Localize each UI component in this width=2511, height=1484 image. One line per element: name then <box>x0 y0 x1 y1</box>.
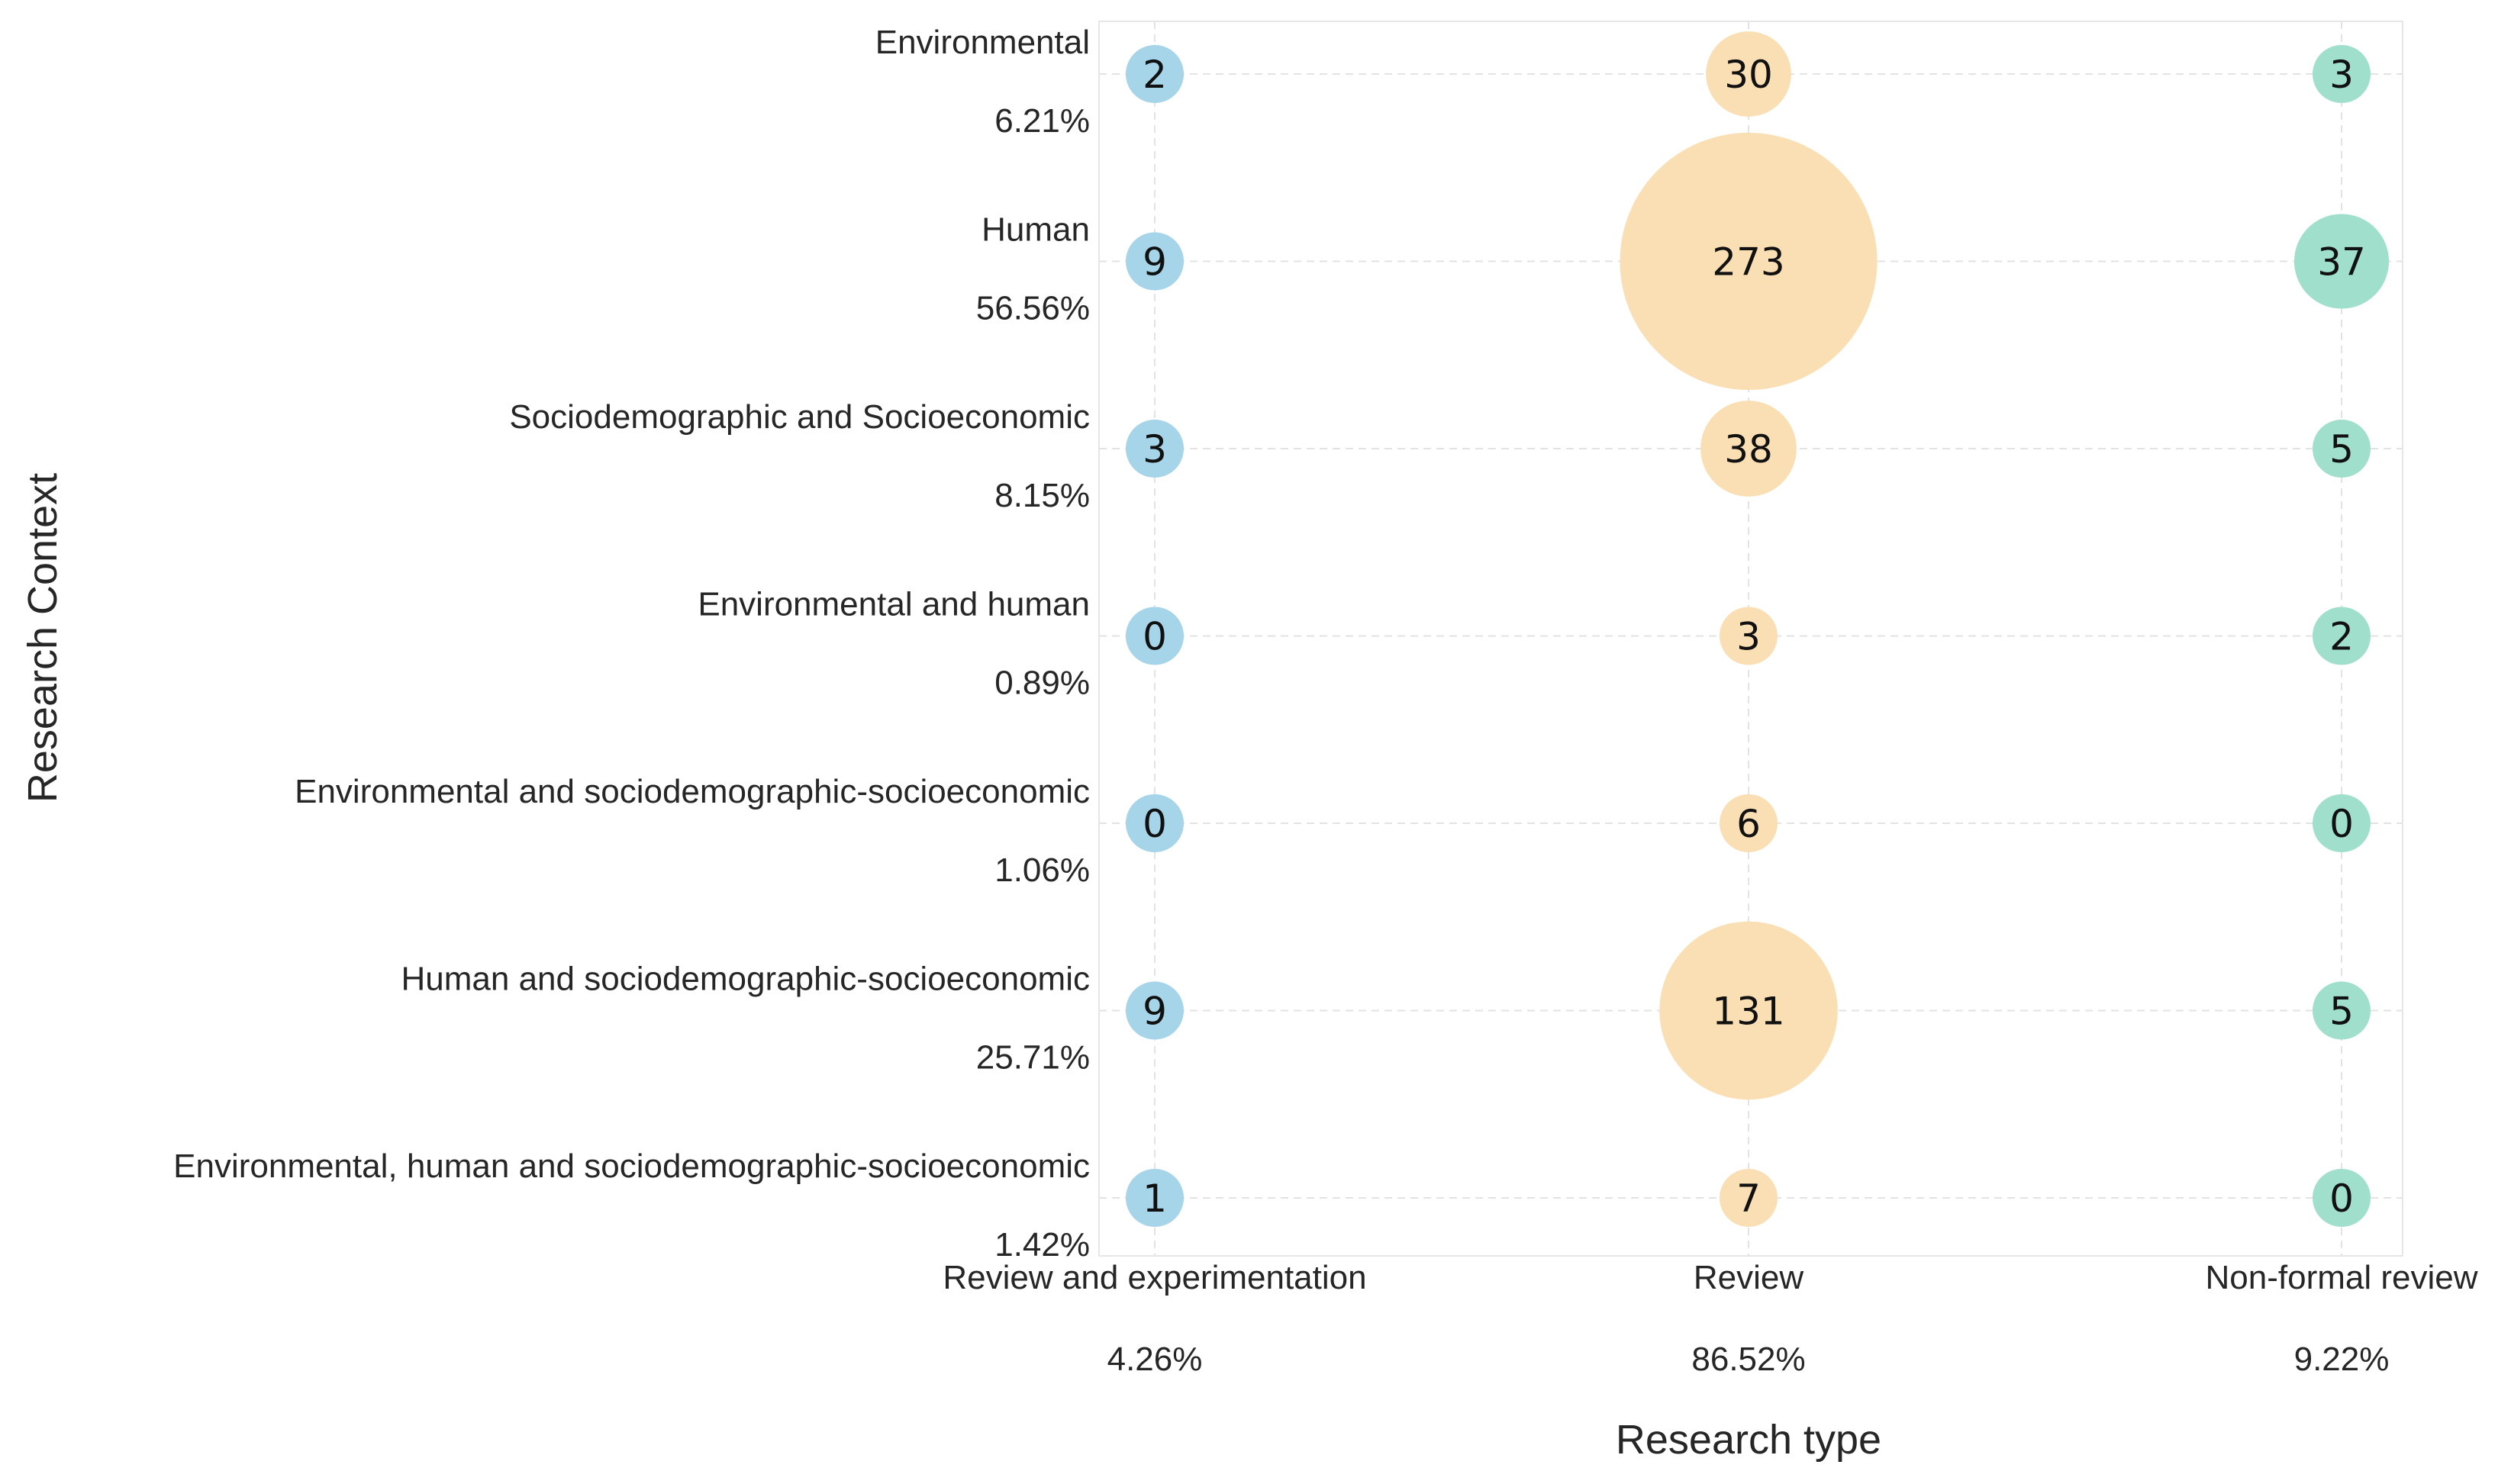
row-label: Sociodemographic and Socioeconomic <box>509 398 1090 436</box>
bubble-value-label: 0 <box>2329 802 2354 846</box>
bubble <box>2293 214 2390 309</box>
row-label: Human and sociodemographic-socioeconomic <box>401 961 1090 998</box>
bubble-value-label: 3 <box>1143 427 1167 472</box>
bubble <box>1126 45 1184 103</box>
bubble <box>1126 1169 1184 1227</box>
bubble-value-label: 38 <box>1724 427 1773 472</box>
bubble <box>2313 794 2371 852</box>
bubble <box>2313 45 2371 103</box>
bubble <box>1620 132 1878 391</box>
bubble-value-label: 0 <box>1143 615 1167 659</box>
bubble-value-label: 0 <box>1143 802 1167 846</box>
bubble <box>2313 981 2371 1040</box>
bubble-value-label: 0 <box>2329 1177 2354 1221</box>
plot-frame <box>1098 21 2403 1257</box>
column-label: Non-formal review <box>2206 1259 2478 1296</box>
row-label: Environmental, human and sociodemographi… <box>173 1148 1090 1185</box>
bubble-value-label: 3 <box>1736 615 1761 659</box>
row-percentage: 1.06% <box>994 851 1090 889</box>
row-label: Environmental and sociodemographic-socio… <box>295 773 1090 810</box>
bubble-value-label: 2 <box>1143 53 1167 97</box>
bubble-value-label: 5 <box>2329 990 2354 1034</box>
bubble-value-label: 131 <box>1712 990 1784 1034</box>
bubble-value-label: 6 <box>1736 802 1761 846</box>
bubble <box>2313 607 2371 665</box>
bubble <box>1126 420 1184 478</box>
row-label: Environmental <box>875 24 1090 61</box>
bubble-value-label: 30 <box>1724 53 1773 97</box>
row-percentage: 0.89% <box>994 665 1090 702</box>
row-percentage: 56.56% <box>976 290 1090 327</box>
column-percentage: 86.52% <box>1691 1341 1805 1378</box>
column-percentage: 4.26% <box>1107 1341 1203 1378</box>
row-label: Human <box>982 211 1090 249</box>
bubble <box>1720 794 1778 852</box>
bubble <box>1720 1169 1778 1227</box>
y-axis-title: Research Context <box>20 473 66 803</box>
bubble <box>1700 401 1797 497</box>
x-axis-title: Research type <box>1616 1417 1881 1463</box>
row-label: Environmental and human <box>698 586 1090 623</box>
bubble <box>1126 794 1184 852</box>
bubble-value-label: 5 <box>2329 427 2354 472</box>
bubble-value-label: 9 <box>1143 240 1167 285</box>
bubble <box>1659 921 1838 1100</box>
bubble <box>1126 981 1184 1040</box>
bubble <box>1706 31 1791 117</box>
bubble-value-label: 273 <box>1712 240 1784 285</box>
row-labels: Environmental 6.21% Human 56.56% Sociodemogr… <box>173 24 1090 1263</box>
bubble-value-label: 37 <box>2317 240 2366 285</box>
bubbles: 2 30 3 9 273 37 3 38 5 0 3 2 0 6 0 9 131 5 1 7 0 <box>1126 31 2390 1227</box>
column-labels: Review and experimentation 4.26% Review 86.… <box>943 1259 2477 1378</box>
bubble <box>1720 607 1778 665</box>
bubble-value-label: 2 <box>2329 615 2354 659</box>
row-percentage: 8.15% <box>994 477 1090 514</box>
bubble-value-label: 1 <box>1143 1177 1167 1221</box>
column-percentage: 9.22% <box>2294 1341 2390 1378</box>
bubble <box>1126 607 1184 665</box>
bubble-value-label: 3 <box>2329 53 2354 97</box>
bubble-value-label: 9 <box>1143 990 1167 1034</box>
row-percentage: 6.21% <box>994 102 1090 140</box>
row-percentage: 1.42% <box>994 1226 1090 1263</box>
bubble <box>2313 420 2371 478</box>
bubble <box>1126 232 1184 291</box>
column-label: Review and experimentation <box>943 1259 1366 1296</box>
row-percentage: 25.71% <box>976 1039 1090 1077</box>
bubble-value-label: 7 <box>1736 1177 1761 1221</box>
column-label: Review <box>1694 1259 1803 1296</box>
bubble <box>2313 1169 2371 1227</box>
